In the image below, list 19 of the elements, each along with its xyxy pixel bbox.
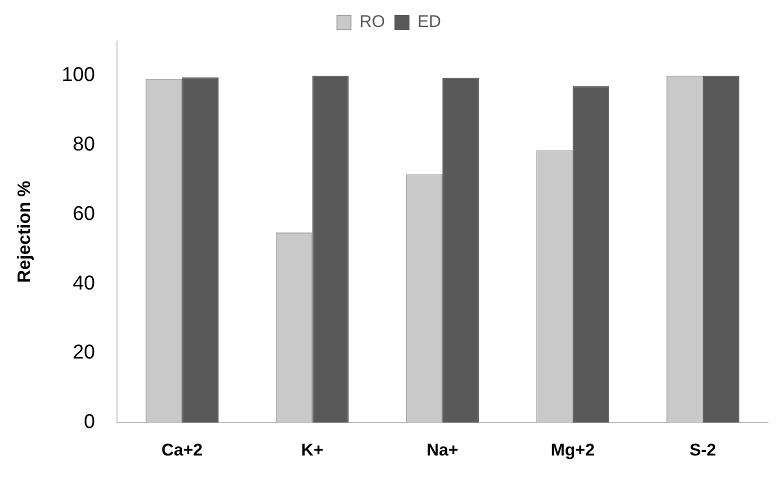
bar [702,76,740,423]
x-tick-label: S-2 [690,440,716,460]
x-tick-label: Na+ [426,440,458,460]
x-tick-label: Mg+2 [550,440,595,460]
x-tick-label: K+ [301,440,324,460]
bar [182,77,219,423]
y-axis-title: Rejection % [14,180,34,283]
y-tick-label: 20 [72,342,95,364]
y-tick-label: 40 [72,272,95,294]
y-tick-label: 0 [84,411,95,434]
y-tick-label: 60 [72,202,95,225]
y-tick-label: 80 [72,134,95,156]
bar [312,76,349,423]
bar [442,78,479,423]
legend-label: RO [359,12,385,32]
bar [572,86,610,423]
y-tick-label: 100 [62,64,95,86]
legend-label: ED [417,12,442,32]
x-tick-label: Ca+2 [162,440,203,460]
